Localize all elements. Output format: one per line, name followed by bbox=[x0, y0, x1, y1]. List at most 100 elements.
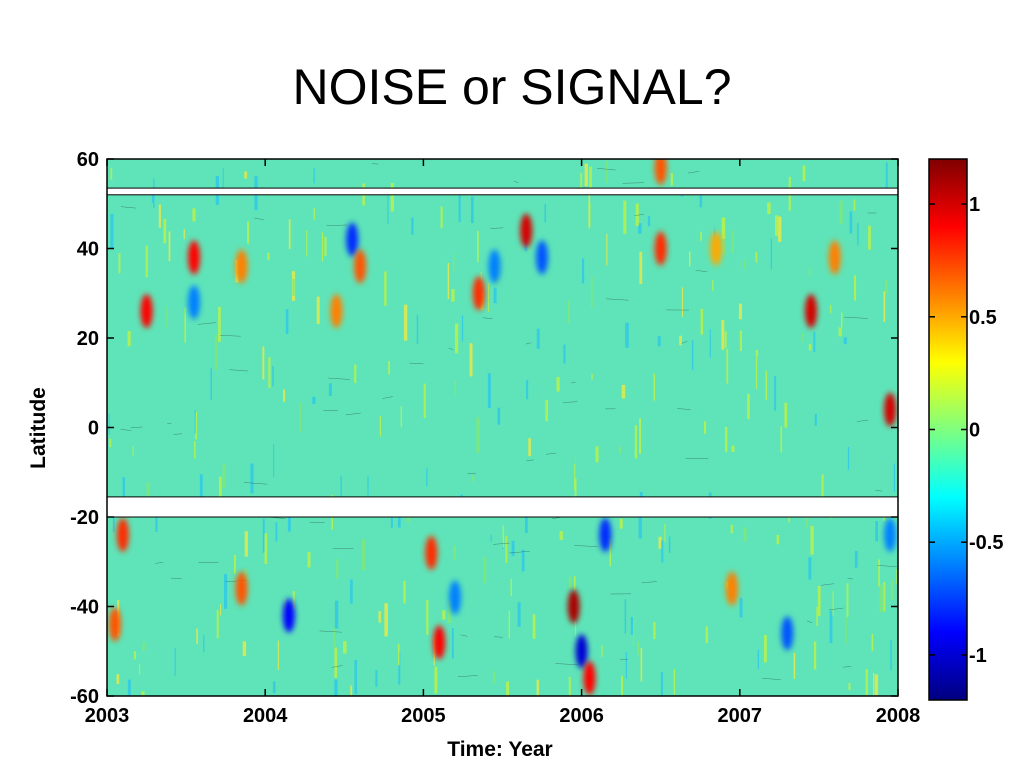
heatmap-features bbox=[108, 159, 897, 696]
texture-stripe bbox=[890, 639, 892, 671]
texture-stripe bbox=[624, 599, 627, 634]
heatmap-feature bbox=[536, 240, 548, 275]
texture-stripe bbox=[262, 346, 265, 380]
texture-stripe bbox=[268, 357, 271, 388]
texture-stripe bbox=[110, 168, 113, 180]
texture-stripe bbox=[505, 535, 508, 564]
colorbar-tick-label: -0.5 bbox=[969, 532, 1003, 554]
contour-line bbox=[526, 459, 534, 462]
texture-stripe bbox=[623, 200, 627, 234]
y-tick-label: 0 bbox=[88, 418, 99, 440]
texture-stripe bbox=[354, 364, 357, 384]
texture-stripe bbox=[755, 349, 759, 357]
texture-stripe bbox=[848, 683, 851, 690]
texture-stripe bbox=[367, 476, 369, 496]
texture-stripe bbox=[700, 308, 704, 335]
heatmap-feature bbox=[575, 634, 588, 669]
texture-stripe bbox=[618, 446, 622, 454]
texture-stripe bbox=[218, 306, 221, 342]
contour-line bbox=[493, 542, 510, 545]
texture-stripe bbox=[340, 476, 342, 509]
heatmap-feature bbox=[433, 625, 446, 660]
heatmap-feature bbox=[140, 294, 153, 329]
texture-stripe bbox=[214, 334, 218, 370]
heatmap-feature bbox=[654, 231, 667, 266]
texture-stripe bbox=[536, 679, 539, 696]
texture-stripe bbox=[451, 628, 454, 659]
texture-stripe bbox=[321, 232, 323, 262]
texture-stripe bbox=[110, 213, 114, 250]
texture-stripe bbox=[184, 307, 186, 343]
colorbar-tick-label: 1 bbox=[969, 194, 980, 216]
texture-stripe bbox=[384, 603, 388, 637]
texture-stripe bbox=[755, 357, 758, 390]
texture-stripe bbox=[574, 464, 576, 491]
texture-stripe bbox=[755, 251, 758, 263]
x-tick-label: 2006 bbox=[559, 705, 604, 727]
heatmap-feature bbox=[346, 222, 359, 257]
texture-stripe bbox=[559, 531, 563, 540]
texture-stripe bbox=[350, 579, 353, 604]
heatmap-feature bbox=[425, 535, 438, 570]
texture-stripe bbox=[805, 510, 808, 528]
texture-stripe bbox=[158, 204, 161, 228]
texture-stripe bbox=[224, 574, 228, 609]
contour-line bbox=[460, 634, 468, 637]
texture-stripe bbox=[316, 296, 320, 325]
texture-stripe bbox=[387, 190, 389, 225]
heatmap-feature bbox=[710, 231, 723, 266]
texture-stripe bbox=[334, 647, 338, 678]
contour-line bbox=[345, 412, 361, 416]
texture-stripe bbox=[780, 426, 783, 453]
texture-stripe bbox=[525, 506, 528, 533]
texture-stripe bbox=[853, 275, 857, 301]
texture-stripe bbox=[397, 513, 401, 528]
texture-stripe bbox=[743, 527, 747, 542]
heatmap-feature bbox=[449, 580, 461, 615]
texture-stripe bbox=[536, 328, 540, 349]
texture-stripe bbox=[890, 579, 894, 600]
texture-stripe bbox=[502, 525, 505, 548]
heatmap-feature bbox=[583, 661, 596, 696]
texture-stripe bbox=[724, 331, 727, 348]
contour-line bbox=[509, 550, 531, 554]
texture-stripe bbox=[704, 421, 707, 434]
texture-stripe bbox=[635, 203, 639, 226]
texture-stripe bbox=[670, 172, 673, 186]
texture-stripe bbox=[700, 231, 702, 241]
contour-line bbox=[493, 636, 503, 638]
texture-stripe bbox=[621, 675, 623, 696]
contour-line bbox=[677, 408, 691, 410]
texture-stripe bbox=[637, 641, 640, 655]
texture-stripe bbox=[763, 635, 767, 663]
texture-stripe bbox=[584, 163, 588, 187]
heatmap-feature bbox=[654, 159, 667, 185]
contour-line bbox=[197, 322, 217, 325]
texture-stripe bbox=[447, 263, 450, 299]
texture-stripe bbox=[469, 343, 473, 377]
texture-stripe bbox=[398, 652, 401, 685]
texture-stripe bbox=[334, 600, 339, 629]
texture-stripe bbox=[774, 375, 777, 411]
heatmap-feature bbox=[188, 240, 200, 275]
texture-stripe bbox=[765, 370, 768, 401]
texture-stripe bbox=[526, 380, 529, 400]
texture-stripe bbox=[116, 674, 120, 684]
texture-stripe bbox=[324, 236, 327, 256]
colorbar-ticks: 1 0.5 0 -0.5 -1 bbox=[929, 194, 1003, 667]
colorbar-tick-label: 0 bbox=[969, 420, 980, 442]
texture-stripe bbox=[813, 332, 816, 352]
texture-stripe bbox=[108, 413, 110, 435]
heatmap-feature bbox=[188, 285, 200, 320]
texture-stripe bbox=[634, 425, 637, 459]
texture-stripe bbox=[873, 672, 875, 696]
x-axis-ticks: 2003 2004 2005 2006 2007 2008 bbox=[85, 159, 920, 727]
texture-stripe bbox=[843, 337, 847, 345]
texture-stripe bbox=[442, 610, 446, 620]
texture-stripe bbox=[292, 591, 295, 610]
contour-line bbox=[482, 317, 493, 320]
texture-stripe bbox=[166, 306, 168, 328]
texture-stripe bbox=[712, 280, 714, 291]
texture-stripe bbox=[679, 335, 682, 346]
